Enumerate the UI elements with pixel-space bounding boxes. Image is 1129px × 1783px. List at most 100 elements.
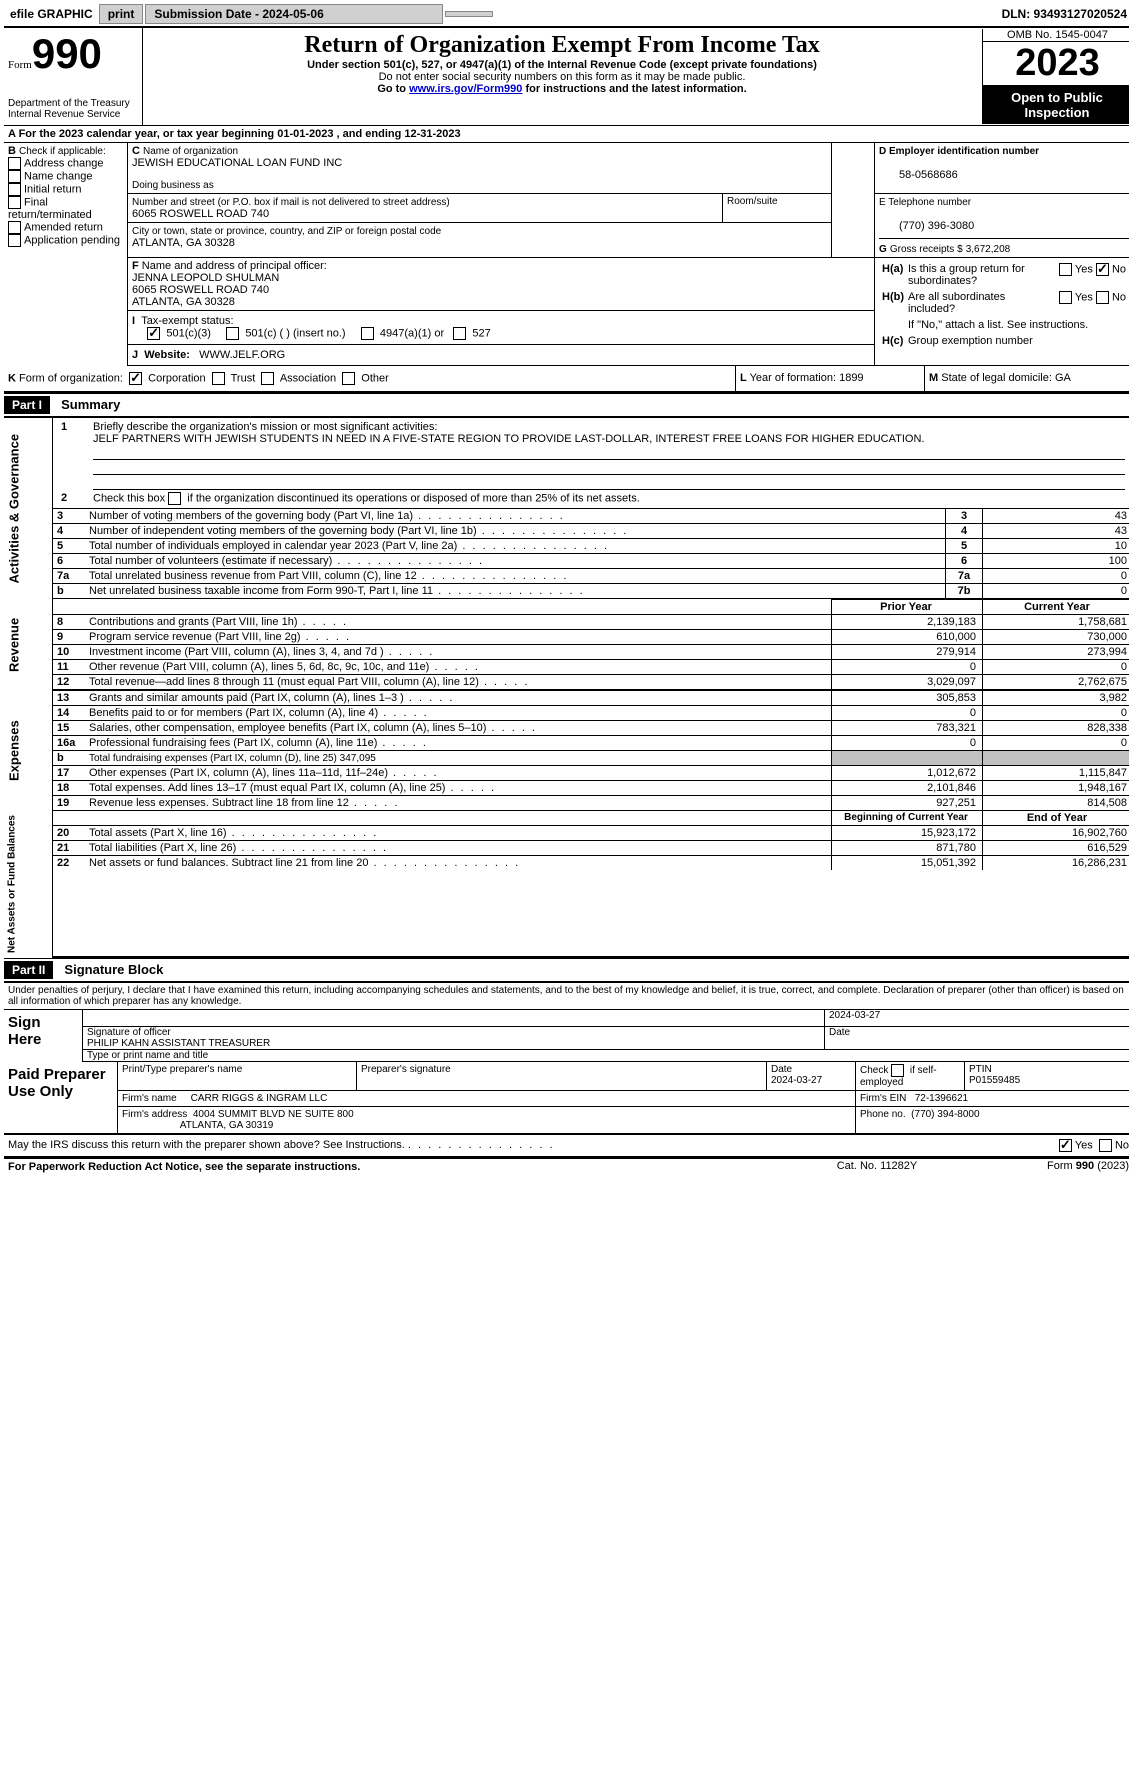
discuss-yes-chk[interactable] xyxy=(1059,1139,1072,1152)
opt-address-change[interactable]: Address change xyxy=(8,157,123,170)
irs-link[interactable]: www.irs.gov/Form990 xyxy=(409,83,522,95)
firm-ein-value: 72-1396621 xyxy=(915,1093,968,1104)
goto-note: Go to www.irs.gov/Form990 for instructio… xyxy=(147,83,977,95)
hc-label: H(c) xyxy=(881,334,905,348)
print-button[interactable]: print xyxy=(99,4,144,24)
ha-text: Is this a group return for subordinates? xyxy=(907,262,1056,288)
opt-app-pending[interactable]: Application pending xyxy=(8,234,123,247)
hb-no-chk[interactable] xyxy=(1096,291,1109,304)
exp-line-17: 17 Other expenses (Part IX, column (A), … xyxy=(53,766,1129,781)
summary-line-7b: b Net unrelated business taxable income … xyxy=(53,584,1129,599)
firm-ein-label: Firm's EIN xyxy=(860,1093,906,1104)
type-name-label: Type or print name and title xyxy=(83,1049,1129,1061)
no-label2: No xyxy=(1112,291,1126,303)
501c3-label: 501(c)(3) xyxy=(166,327,211,339)
boy-hdr: Beginning of Current Year xyxy=(832,811,983,826)
part1-header: Part I xyxy=(4,396,50,414)
rev-line-11: 11 Other revenue (Part VIII, column (A),… xyxy=(53,660,1129,675)
vert-revenue: Revenue xyxy=(4,599,53,690)
exp-line-15: 15 Salaries, other compensation, employe… xyxy=(53,721,1129,736)
box-f-label: F xyxy=(132,260,139,272)
exp-line-18: 18 Total expenses. Add lines 13–17 (must… xyxy=(53,781,1129,796)
chk-527[interactable] xyxy=(453,327,466,340)
chk-discontinued[interactable] xyxy=(168,492,181,505)
domicile-value: GA xyxy=(1055,372,1071,384)
4947-label: 4947(a)(1) or xyxy=(380,327,444,339)
dba-label: Doing business as xyxy=(132,180,214,191)
discuss-no-chk[interactable] xyxy=(1099,1139,1112,1152)
opt-amended[interactable]: Amended return xyxy=(8,221,123,234)
city-label: City or town, state or province, country… xyxy=(132,226,441,237)
line-text: Revenue less expenses. Subtract line 18 … xyxy=(89,797,349,809)
assoc-label: Association xyxy=(280,372,336,384)
chk-other[interactable] xyxy=(342,372,355,385)
line-a-pre: A For the 2023 calendar year, or tax yea… xyxy=(8,128,277,140)
hb-text: Are all subordinates included? xyxy=(907,290,1056,316)
chk-trust[interactable] xyxy=(212,372,225,385)
year-formation-label: Year of formation: xyxy=(750,372,836,384)
perjury-declaration: Under penalties of perjury, I declare th… xyxy=(4,983,1129,1010)
summary-line-7a: 7a Total unrelated business revenue from… xyxy=(53,569,1129,584)
eoy-hdr: End of Year xyxy=(983,811,1129,826)
pp-date-value: 2024-03-27 xyxy=(771,1075,822,1086)
line-text: Total number of volunteers (estimate if … xyxy=(89,555,332,567)
org-name: JEWISH EDUCATIONAL LOAN FUND INC xyxy=(132,157,342,169)
chk-501c3[interactable] xyxy=(147,327,160,340)
pra-notice: For Paperwork Reduction Act Notice, see … xyxy=(4,1158,776,1175)
discuss-no: No xyxy=(1115,1139,1129,1151)
tax-year-begin: 01-01-2023 xyxy=(277,128,333,140)
no-label: No xyxy=(1112,263,1126,275)
opt-name-change[interactable]: Name change xyxy=(8,170,123,183)
domicile-label: State of legal domicile: xyxy=(941,372,1052,384)
exp-line-b: b Total fundraising expenses (Part IX, c… xyxy=(53,751,1129,766)
tax-year-end: 12-31-2023 xyxy=(404,128,460,140)
officer-label: Name and address of principal officer: xyxy=(142,260,327,272)
street-value: 6065 ROSWELL ROAD 740 xyxy=(132,208,269,220)
rev-line-12: 12 Total revenue—add lines 8 through 11 … xyxy=(53,675,1129,690)
summary-line-6: 6 Total number of volunteers (estimate i… xyxy=(53,554,1129,569)
officer-name: JENNA LEOPOLD SHULMAN xyxy=(132,272,279,284)
line-text: Net assets or fund balances. Subtract li… xyxy=(89,857,368,869)
form-org-label: Form of organization: xyxy=(19,372,123,384)
opt-final-return[interactable]: Final return/terminated xyxy=(8,196,123,221)
mission-text: JELF PARTNERS WITH JEWISH STUDENTS IN NE… xyxy=(93,433,924,445)
501c-label: 501(c) ( ) (insert no.) xyxy=(245,327,345,339)
form-word: Form xyxy=(8,59,32,71)
na-line-21: 21 Total liabilities (Part X, line 26) 8… xyxy=(53,841,1129,856)
ptin-label: PTIN xyxy=(969,1064,992,1075)
line2-text: Check this box if the organization disco… xyxy=(89,491,1129,506)
form-subtitle: Under section 501(c), 527, or 4947(a)(1)… xyxy=(147,59,977,71)
hb-yes-chk[interactable] xyxy=(1059,291,1072,304)
sign-date-label: Date xyxy=(825,1026,1129,1049)
ssn-note: Do not enter social security numbers on … xyxy=(147,71,977,83)
line-text: Grants and similar amounts paid (Part IX… xyxy=(89,692,404,704)
line-text: Total liabilities (Part X, line 26) xyxy=(89,842,236,854)
rev-line-9: 9 Program service revenue (Part VIII, li… xyxy=(53,630,1129,645)
chk-assoc[interactable] xyxy=(261,372,274,385)
yes-label: Yes xyxy=(1075,263,1093,275)
chk-self-employed[interactable] xyxy=(891,1064,904,1077)
chk-corp[interactable] xyxy=(129,372,142,385)
current-year-hdr: Current Year xyxy=(983,600,1129,615)
website-label: Website: xyxy=(144,349,190,361)
chk-501c[interactable] xyxy=(226,327,239,340)
dept-treasury: Department of the Treasury xyxy=(8,98,138,109)
box-i-label: I xyxy=(132,315,135,327)
rev-line-8: 8 Contributions and grants (Part VIII, l… xyxy=(53,615,1129,630)
dln-label: DLN: 93493127020524 xyxy=(1002,7,1127,21)
summary-line-5: 5 Total number of individuals employed i… xyxy=(53,539,1129,554)
open-public-badge: Open to Public Inspection xyxy=(982,86,1129,124)
prior-year-hdr: Prior Year xyxy=(832,600,983,615)
ha-no-chk[interactable] xyxy=(1096,263,1109,276)
website-value: WWW.JELF.ORG xyxy=(199,349,285,361)
firm-name-label: Firm's name xyxy=(122,1093,177,1104)
527-label: 527 xyxy=(472,327,490,339)
discuss-label: May the IRS discuss this return with the… xyxy=(8,1139,405,1151)
box-j-label: J xyxy=(132,349,138,361)
chk-4947[interactable] xyxy=(361,327,374,340)
sig-officer-label: Signature of officer xyxy=(87,1027,171,1038)
opt-initial-return[interactable]: Initial return xyxy=(8,183,123,196)
line-text: Investment income (Part VIII, column (A)… xyxy=(89,646,384,658)
form-title: Return of Organization Exempt From Incom… xyxy=(147,32,977,59)
ha-yes-chk[interactable] xyxy=(1059,263,1072,276)
